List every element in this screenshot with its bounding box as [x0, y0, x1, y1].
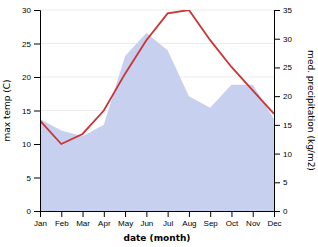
tick-label: 35 — [283, 6, 292, 15]
tick-label: Dec — [267, 219, 281, 228]
tick-label: 0 — [283, 207, 288, 216]
tick-label: 15 — [22, 107, 31, 116]
tick-mark — [34, 211, 40, 212]
tick-label: Sep — [204, 219, 219, 228]
tick: 15 — [274, 121, 292, 130]
tick: Jun — [140, 211, 153, 228]
x-axis-title: date (month) — [124, 233, 191, 243]
tick-mark — [34, 77, 40, 78]
tick: Apr — [98, 211, 111, 228]
tick: Dec — [267, 211, 281, 228]
tick: 20 — [22, 73, 40, 82]
tick-label: 25 — [283, 63, 292, 72]
tick-mark — [189, 211, 190, 217]
y2-axis-title: med. precipitation (kg/m2) — [306, 50, 316, 171]
tick-mark — [253, 211, 254, 217]
tick-mark — [146, 211, 147, 217]
tick-mark — [168, 211, 169, 217]
tick-label: Feb — [55, 219, 69, 228]
tick: 0 — [274, 207, 288, 216]
tick: Oct — [226, 211, 239, 228]
tick-label: 30 — [22, 6, 31, 15]
tick-label: Apr — [98, 219, 111, 228]
x-axis: Jan Feb Mar Apr May Jun Jul Aug Sep Oct Nov Dec — [34, 211, 282, 228]
axis-line — [41, 212, 275, 218]
tick: 15 — [22, 107, 40, 116]
tick-mark — [34, 10, 40, 11]
tick-mark — [61, 211, 62, 217]
tick: Jul — [163, 211, 173, 228]
tick: 5 — [274, 178, 288, 187]
tick-label: Aug — [182, 219, 196, 228]
tick: 25 — [274, 63, 292, 72]
tick-label: 25 — [22, 40, 31, 49]
y2-axis: 0 5 10 15 20 25 30 35 — [274, 6, 292, 216]
tick: 0 — [27, 207, 40, 216]
plot: JanFebMarAprMayJunJulAugSepOctNovDec0510… — [22, 6, 292, 228]
tick-mark — [34, 178, 40, 179]
tick-mark — [125, 211, 126, 217]
tick: Nov — [246, 211, 260, 228]
tick-mark — [274, 125, 280, 126]
tick-label: Jun — [140, 219, 153, 228]
tick: 35 — [274, 6, 292, 15]
tick-label: Jul — [163, 219, 173, 228]
tick: 30 — [22, 6, 40, 15]
tick-label: Mar — [76, 219, 90, 228]
tick-label: Oct — [226, 219, 239, 228]
tick-label: May — [118, 219, 133, 228]
tick: 30 — [274, 35, 292, 44]
tick-label: 5 — [283, 178, 288, 187]
tick-mark — [274, 211, 280, 212]
temp-line — [40, 10, 274, 144]
tick: 10 — [274, 150, 292, 159]
tick-label: Jan — [34, 219, 47, 228]
tick-label: 10 — [22, 140, 31, 149]
tick-mark — [104, 211, 105, 217]
y-axis-title: max temp (C) — [2, 79, 12, 141]
tick-mark — [34, 144, 40, 145]
tick-label: 15 — [283, 121, 292, 130]
tick-label: 20 — [22, 73, 31, 82]
grid-line — [40, 10, 274, 11]
tick-mark — [34, 44, 40, 45]
tick-mark — [274, 67, 280, 68]
tick: Sep — [204, 211, 219, 228]
marks — [40, 10, 274, 211]
tick-mark — [231, 211, 232, 217]
tick: Mar — [76, 211, 90, 228]
tick: 25 — [22, 40, 40, 49]
precipitation-area — [40, 33, 274, 211]
tick-label: 10 — [283, 150, 292, 159]
tick-label: 5 — [27, 174, 32, 183]
tick-label: 20 — [283, 92, 292, 101]
tick: Feb — [55, 211, 69, 228]
tick-mark — [274, 96, 280, 97]
tick-mark — [210, 211, 211, 217]
tick-label: Nov — [246, 219, 260, 228]
tick-mark — [274, 10, 280, 11]
chart: JanFebMarAprMayJunJulAugSepOctNovDec0510… — [0, 0, 318, 247]
axis-line — [275, 11, 281, 212]
tick: 5 — [27, 174, 40, 183]
tick-mark — [34, 111, 40, 112]
axis-line — [34, 11, 41, 212]
tick-label: 0 — [27, 207, 32, 216]
tick: May — [118, 211, 133, 228]
tick: Jan — [34, 211, 47, 228]
tick-mark — [274, 154, 280, 155]
tick: 10 — [22, 140, 40, 149]
tick-label: 30 — [283, 35, 292, 44]
y-axis: 0 5 10 15 20 25 30 — [22, 6, 40, 216]
tick: Aug — [182, 211, 196, 228]
grid — [40, 10, 274, 211]
tick: 20 — [274, 92, 292, 101]
tick-mark — [274, 182, 280, 183]
tick-mark — [83, 211, 84, 217]
tick-mark — [274, 39, 280, 40]
